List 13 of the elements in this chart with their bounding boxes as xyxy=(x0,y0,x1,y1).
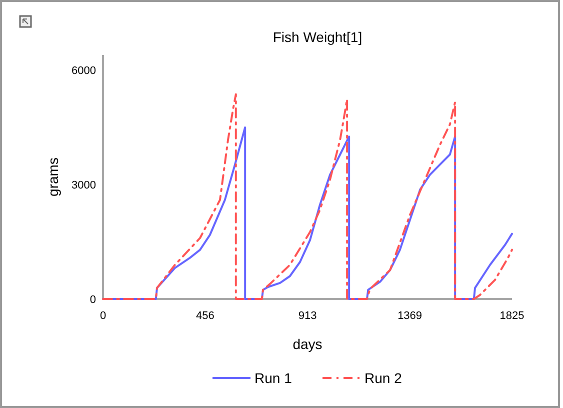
x-tick-label: 456 xyxy=(196,310,214,322)
y-tick-label: 6000 xyxy=(72,65,96,78)
y-tick-label: 3000 xyxy=(72,179,96,192)
legend-label: Run 2 xyxy=(364,370,402,386)
chart-title: Fish Weight[1] xyxy=(272,29,362,45)
x-tick-label: 1369 xyxy=(398,310,422,322)
x-tick-label: 913 xyxy=(298,310,317,322)
x-tick-label: 1825 xyxy=(500,310,524,322)
y-axis-title: grams xyxy=(45,158,61,196)
legend-label: Run 1 xyxy=(254,370,292,386)
x-tick-label: 0 xyxy=(100,310,106,322)
y-tick-label: 0 xyxy=(90,294,96,306)
x-axis-title: days xyxy=(292,336,322,352)
